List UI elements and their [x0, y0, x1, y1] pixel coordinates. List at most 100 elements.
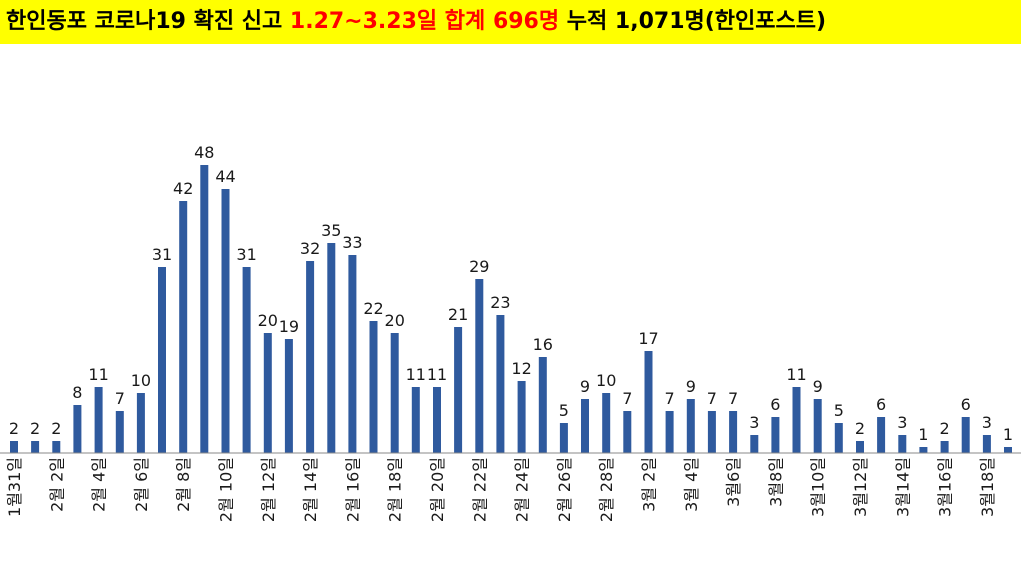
x-tick-label-19: 3월8일 [766, 457, 785, 507]
value-label-18: 22 [363, 299, 383, 318]
bar-1 [10, 441, 18, 453]
bar-6 [115, 411, 124, 453]
value-label-8: 31 [152, 245, 172, 264]
value-label-20: 11 [406, 365, 426, 384]
value-label-32: 7 [665, 389, 675, 408]
bar-19 [390, 333, 399, 453]
bar-26 [538, 357, 547, 453]
x-tick-label-14: 2월 26일 [555, 457, 574, 522]
value-label-40: 5 [834, 401, 844, 420]
x-tick-label-12: 2월 22일 [470, 457, 489, 522]
bar-9 [179, 201, 188, 453]
bar-8 [158, 267, 166, 453]
bar-39 [813, 399, 822, 453]
value-label-19: 20 [385, 311, 405, 330]
title-part-2-highlight: 1.27~3.23일 합계 696명 [289, 9, 560, 34]
value-label-10: 48 [194, 143, 214, 162]
value-label-47: 3 [982, 413, 992, 432]
x-tick-label-11: 2월 20일 [428, 457, 447, 522]
value-label-30: 7 [622, 389, 632, 408]
value-label-5: 11 [88, 365, 108, 384]
bar-48 [1004, 447, 1012, 453]
bar-3 [52, 441, 61, 453]
bar-30 [623, 411, 632, 453]
bar-5 [94, 387, 103, 453]
bar-13 [263, 333, 272, 453]
x-tick-label-22: 3월14일 [893, 457, 912, 517]
x-tick-label-16: 3월 2일 [640, 457, 659, 512]
bar-44 [919, 447, 928, 453]
x-tick-label-21: 3월12일 [851, 457, 870, 517]
bar-45 [940, 441, 949, 453]
chart-title: 한인동포 코로나19 확진 신고 1.27~3.23일 합계 696명 누적 1… [0, 0, 1021, 44]
value-label-26: 16 [533, 335, 553, 354]
bar-15 [306, 261, 315, 453]
bar-14 [284, 339, 293, 453]
bar-23 [475, 279, 484, 453]
value-label-27: 5 [559, 401, 569, 420]
value-label-22: 21 [448, 305, 468, 324]
bar-25 [517, 381, 526, 453]
value-label-1: 2 [9, 419, 19, 438]
x-tick-label-2: 2월 2일 [47, 457, 66, 512]
value-label-6: 7 [115, 389, 125, 408]
bar-28 [581, 399, 589, 453]
value-label-42: 6 [876, 395, 886, 414]
value-label-34: 7 [707, 389, 717, 408]
value-label-4: 8 [72, 383, 82, 402]
value-label-21: 11 [427, 365, 447, 384]
value-label-36: 3 [749, 413, 759, 432]
value-label-37: 6 [770, 395, 780, 414]
value-label-3: 2 [51, 419, 61, 438]
value-label-9: 42 [173, 179, 193, 198]
bar-22 [454, 327, 463, 453]
bar-4 [73, 405, 82, 453]
x-tick-label-5: 2월 8일 [174, 457, 193, 512]
x-tick-labels-group: 1월31일 2월 2일 2월 4일 2월 6일 2월 8일 2월 10일 2월 12일 2월 … [5, 457, 1021, 522]
bar-42 [877, 417, 886, 453]
value-label-16: 35 [321, 221, 341, 240]
x-tick-label-3: 2월 4일 [90, 457, 109, 512]
value-label-2: 2 [30, 419, 40, 438]
bar-17 [348, 255, 357, 453]
value-label-17: 33 [342, 233, 362, 252]
value-label-14: 19 [279, 317, 299, 336]
bar-47 [982, 435, 991, 453]
value-label-28: 9 [580, 377, 590, 396]
bar-40 [834, 423, 843, 453]
bar-11 [221, 189, 230, 453]
bar-12 [242, 267, 251, 453]
value-label-35: 7 [728, 389, 738, 408]
value-label-15: 32 [300, 239, 320, 258]
value-label-41: 2 [855, 419, 865, 438]
bar-29 [602, 393, 611, 453]
bar-24 [496, 315, 505, 453]
x-tick-label-18: 3월6일 [724, 457, 743, 507]
bar-18 [369, 321, 378, 453]
bar-43 [898, 435, 907, 453]
bar-20 [411, 387, 420, 453]
bar-2 [31, 441, 40, 453]
title-part-3: 누적 1,071명(한인포스트) [559, 9, 827, 34]
x-tick-label-9: 2월 16일 [343, 457, 362, 522]
bar-34 [707, 411, 716, 453]
x-tick-label-10: 2월 18일 [386, 457, 405, 522]
value-label-29: 10 [596, 371, 616, 390]
bar-16 [327, 243, 336, 453]
bar-36 [750, 435, 759, 453]
x-tick-label-6: 2월 10일 [217, 457, 236, 522]
value-label-39: 9 [813, 377, 823, 396]
x-tick-label-1: 1월31일 [5, 457, 24, 517]
x-tick-label-13: 2월 24일 [513, 457, 532, 522]
x-tick-label-4: 2월 6일 [132, 457, 151, 512]
value-label-33: 9 [686, 377, 696, 396]
bar-21 [433, 387, 441, 453]
value-label-7: 10 [131, 371, 151, 390]
value-label-44: 1 [918, 425, 928, 444]
value-label-46: 6 [961, 395, 971, 414]
bar-7 [136, 393, 145, 453]
x-tick-label-15: 2월 28일 [597, 457, 616, 522]
x-tick-label-17: 3월 4일 [682, 457, 701, 512]
